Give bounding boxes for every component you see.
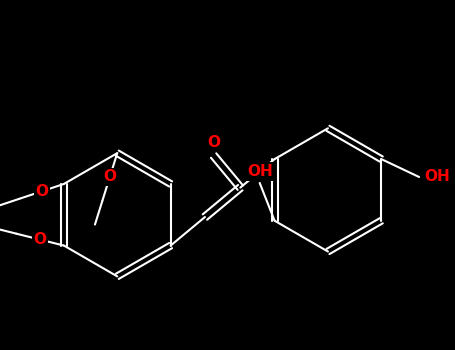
Text: O: O [103, 169, 116, 184]
Text: O: O [207, 135, 220, 149]
Text: OH: OH [247, 164, 273, 179]
Text: O: O [207, 135, 220, 149]
Text: O: O [34, 232, 46, 247]
Text: O: O [35, 184, 48, 199]
Text: OH: OH [424, 169, 450, 184]
